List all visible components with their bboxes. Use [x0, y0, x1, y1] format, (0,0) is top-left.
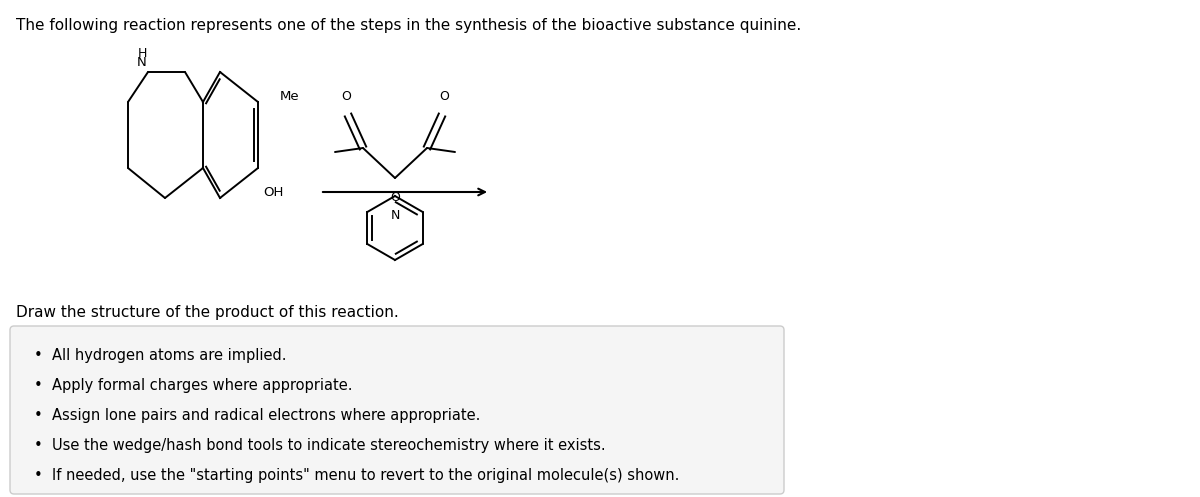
Text: N: N [390, 209, 400, 222]
Text: O: O [439, 90, 449, 103]
Text: N: N [137, 56, 146, 69]
Text: •  If needed, use the "starting points" menu to revert to the original molecule(: • If needed, use the "starting points" m… [34, 468, 679, 483]
Text: Me: Me [280, 90, 300, 103]
Text: The following reaction represents one of the steps in the synthesis of the bioac: The following reaction represents one of… [16, 18, 802, 33]
FancyBboxPatch shape [10, 326, 784, 494]
Text: •  Use the wedge/hash bond tools to indicate stereochemistry where it exists.: • Use the wedge/hash bond tools to indic… [34, 438, 606, 453]
Text: H: H [137, 47, 146, 60]
Text: O: O [390, 191, 400, 204]
Text: O: O [341, 90, 350, 103]
Text: •  Apply formal charges where appropriate.: • Apply formal charges where appropriate… [34, 378, 353, 393]
Text: OH: OH [263, 186, 283, 199]
Text: Draw the structure of the product of this reaction.: Draw the structure of the product of thi… [16, 305, 398, 320]
Text: •  All hydrogen atoms are implied.: • All hydrogen atoms are implied. [34, 348, 287, 363]
Text: •  Assign lone pairs and radical electrons where appropriate.: • Assign lone pairs and radical electron… [34, 408, 480, 423]
